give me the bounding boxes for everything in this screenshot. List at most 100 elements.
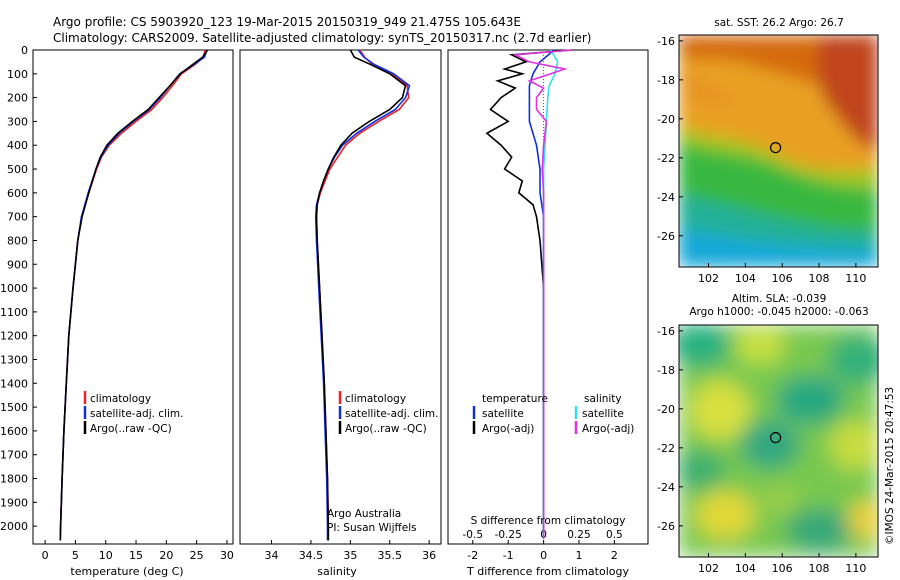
s-difference-tick-label: -0.25 [495, 529, 522, 541]
temperature-tick-label: 15 [129, 549, 143, 562]
latitude-tick-label: -16 [657, 35, 675, 48]
latitude-tick-label: -26 [657, 520, 675, 533]
t-difference-tick-label: -2 [467, 549, 478, 562]
legend-climatology-label: climatology [90, 393, 151, 405]
t-difference-tick-label: 0 [540, 549, 547, 562]
difference-line-1 [485, 49, 572, 538]
difference-frame [447, 49, 649, 545]
imos-credit: ©IMOS 24-Mar-2015 20:47:53 [884, 387, 896, 545]
depth-tick-label: 1200 [0, 330, 28, 343]
legend-s-satellite-label: satellite [582, 408, 624, 420]
longitude-tick-label: 106 [772, 272, 793, 285]
t-difference-tick-label: 2 [611, 549, 618, 562]
depth-tick-label: 1600 [0, 425, 28, 438]
depth-tick-label: 1400 [0, 377, 28, 390]
latitude-tick-label: -26 [657, 230, 675, 243]
salinity-tick-label: 34.5 [299, 549, 324, 562]
latitude-tick-label: -16 [657, 325, 675, 338]
depth-tick-label: 600 [7, 187, 28, 200]
latitude-tick-label: -24 [657, 481, 675, 494]
legend-s-argo-label: Argo(-adj) [582, 423, 634, 435]
sla-map: Altim. SLA: -0.039 Argo h1000: -0.045 h2… [657, 293, 879, 575]
depth-tick-label: 2000 [0, 520, 28, 533]
temperature-xlabel: temperature (deg C) [70, 565, 183, 578]
s-difference-xlabel: S difference from climatology [471, 515, 626, 527]
depth-tick-label: 700 [7, 211, 28, 224]
s-difference-tick-label: -0.5 [463, 529, 484, 541]
sla-map-title: Altim. SLA: -0.039 [732, 293, 827, 305]
legend-salinity-title: salinity [584, 393, 622, 405]
sst-map-axes: -16 -18 -20 -22 -24 -26 102 104 106 108 110 [657, 35, 866, 285]
header-title-line1: Argo profile: CS 5903920_123 19-Mar-2015… [53, 15, 521, 29]
temperature-frame [32, 49, 234, 545]
longitude-tick-label: 110 [845, 272, 866, 285]
depth-tick-label: 300 [7, 115, 28, 128]
depth-tick-label: 1000 [0, 282, 28, 295]
depth-tick-label: 200 [7, 92, 28, 105]
t-difference-xlabel: T difference from climatology [466, 565, 629, 578]
depth-tick-label: 900 [7, 258, 28, 271]
latitude-tick-label: -18 [657, 364, 675, 377]
salinity-tick-label: 34 [265, 549, 279, 562]
depth-tick-label: 1500 [0, 401, 28, 414]
salinity-panel: 34 34.5 35 35.5 36 salinity climatology sate… [239, 49, 442, 578]
salinity-series [314, 49, 411, 541]
sst-field [679, 35, 878, 267]
sla-map-axes: -16 -18 -20 -22 -24 -26 102 104 106 108 110 [657, 325, 866, 575]
header-title-line2: Climatology: CARS2009. Satellite-adjuste… [53, 31, 591, 45]
longitude-tick-label: 108 [809, 272, 830, 285]
salinity-tick-label: 35.5 [378, 549, 403, 562]
salinity-xlabel: salinity [317, 565, 357, 578]
depth-tick-label: 100 [7, 68, 28, 81]
depth-tick-label: 1700 [0, 449, 28, 462]
latitude-tick-label: -20 [657, 113, 675, 126]
longitude-tick-label: 106 [772, 562, 793, 575]
latitude-tick-label: -22 [657, 442, 675, 455]
s-difference-tick-label: 0.25 [567, 529, 590, 541]
sla-field [679, 325, 878, 557]
sst-map: sat. SST: 26.2 Argo: 26.7 -16 -18 -20 -22 -2… [657, 17, 879, 285]
longitude-tick-label: 102 [698, 272, 719, 285]
depth-axis: 0 100 200 300 400 500 600 700 800 900 1000 1100 1200… [0, 44, 37, 533]
salinity-tick-label: 35 [343, 549, 357, 562]
salinity-line-1 [314, 49, 411, 541]
latitude-tick-label: -24 [657, 191, 675, 204]
temperature-legend: climatology satellite-adj. clim. Argo(..… [83, 391, 183, 435]
longitude-tick-label: 110 [845, 562, 866, 575]
legend-satellite-label: satellite-adj. clim. [90, 408, 183, 420]
depth-tick-label: 500 [7, 163, 28, 176]
sla-map-subtitle: Argo h1000: -0.045 h2000: -0.063 [689, 306, 868, 318]
float-program-note: Argo Australia [327, 508, 401, 520]
difference-line-0 [528, 49, 555, 538]
longitude-tick-label: 104 [735, 562, 756, 575]
temperature-line-0 [59, 49, 206, 541]
argo-float-marker [769, 432, 782, 444]
legend-satellite-label: satellite-adj. clim. [345, 408, 438, 420]
legend-t-satellite-label: satellite [482, 408, 524, 420]
difference-panel: -2 -1 0 1 2-0.5 -0.25 0 0.25 0.5 T difference fr… [447, 49, 649, 578]
temperature-tick-label: 5 [72, 549, 79, 562]
temperature-series [59, 49, 209, 541]
depth-tick-label: 800 [7, 234, 28, 247]
difference-series [485, 49, 572, 538]
salinity-legend: climatology satellite-adj. clim. Argo(..… [338, 391, 438, 435]
temperature-tick-label: 25 [190, 549, 204, 562]
difference-line-3 [512, 49, 572, 538]
depth-tick-label: 1900 [0, 496, 28, 509]
depth-tick-label: 400 [7, 139, 28, 152]
argo-float-marker [769, 142, 782, 154]
sst-map-frame [678, 34, 879, 268]
legend-argo-label: Argo(..raw -QC) [345, 423, 427, 435]
salinity-x-axis: 34 34.5 35 35.5 36 [265, 540, 436, 562]
temperature-tick-label: 0 [42, 549, 49, 562]
depth-tick-label: 1800 [0, 473, 28, 486]
salinity-frame [239, 49, 442, 545]
latitude-tick-label: -20 [657, 403, 675, 416]
t-difference-tick-label: 1 [575, 549, 582, 562]
depth-tick-label: 1100 [0, 306, 28, 319]
difference-legend: temperature salinity satellite Argo(-adj… [472, 393, 634, 435]
temperature-x-axis: 0 5 10 15 20 25 30 [42, 540, 234, 562]
latitude-tick-label: -22 [657, 152, 675, 165]
legend-temperature-title: temperature [482, 393, 548, 405]
